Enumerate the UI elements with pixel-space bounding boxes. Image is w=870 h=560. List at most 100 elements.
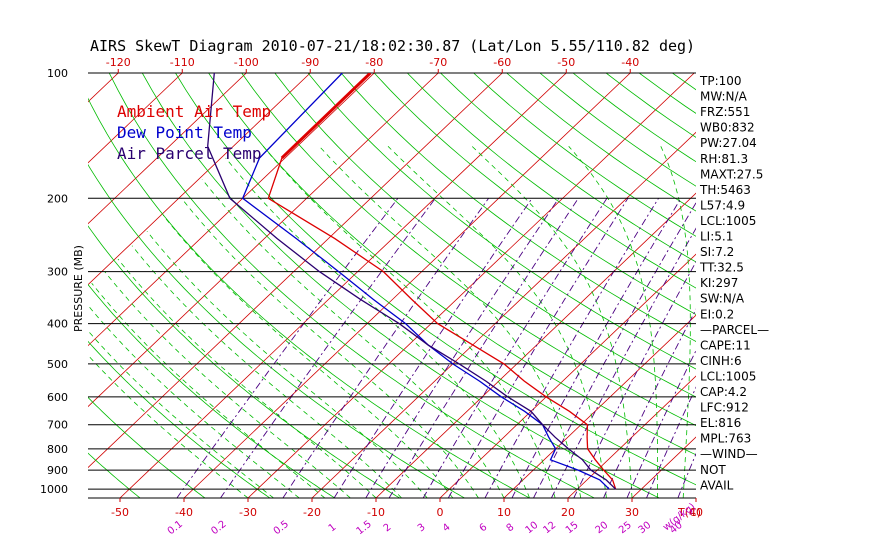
stat-line: RH:81.3	[700, 152, 748, 166]
mixing-ratio-line	[573, 260, 696, 498]
isotherm-line	[0, 73, 54, 498]
bottom-temp-label: -30	[239, 506, 257, 519]
mixing-ratio-line	[484, 198, 659, 498]
mixing-ratio-label: 20	[594, 520, 611, 537]
isotherm-line	[88, 73, 119, 103]
series-line-air-parcel-temp	[207, 73, 617, 490]
stat-line: WB0:832	[700, 121, 755, 135]
mixing-ratio-label: 4	[441, 522, 453, 535]
pressure-tick-label: 600	[47, 391, 68, 404]
legend-dewpoint: Dew Point Temp	[117, 123, 252, 142]
pressure-tick-label: 900	[47, 464, 68, 477]
dry-adiabat	[407, 73, 696, 289]
isotherm-line	[503, 314, 696, 498]
bottom-temp-label: -50	[111, 506, 129, 519]
isotherm-line	[88, 73, 183, 164]
stat-line: EL:816	[700, 416, 741, 430]
dry-adiabat	[88, 163, 465, 498]
stat-line: CAP:4.2	[700, 385, 747, 399]
stat-line: PW:27.04	[700, 136, 757, 150]
moist-adiabat	[225, 157, 530, 498]
dry-adiabat	[340, 73, 696, 342]
dry-adiabat	[307, 73, 696, 370]
moist-adiabat	[88, 354, 249, 498]
moist-adiabat	[131, 245, 402, 498]
top-temp-label: -110	[170, 56, 195, 69]
stat-line: SI:7.2	[700, 245, 734, 259]
mixing-ratio-line	[282, 198, 489, 498]
top-temp-label: -70	[429, 56, 447, 69]
mixing-ratio-label: 2	[382, 522, 394, 535]
moist-adiabat	[88, 304, 300, 498]
dry-adiabat	[805, 73, 870, 498]
bottom-temp-label: 0	[437, 506, 444, 519]
mixing-ratio-label: 8	[505, 522, 517, 535]
dry-adiabat	[506, 73, 696, 212]
dry-adiabat	[241, 73, 696, 427]
stat-line: MAXT:27.5	[700, 167, 763, 181]
mixing-ratio-label: 1.5	[355, 519, 374, 537]
legend-ambient: Ambient Air Temp	[117, 102, 271, 121]
mixing-ratio-line	[176, 198, 399, 498]
pressure-tick-label: 800	[47, 443, 68, 456]
moist-adiabat	[117, 258, 377, 498]
stat-line: LCL:1005	[700, 369, 756, 383]
stat-line: L57:4.9	[700, 198, 745, 212]
mixing-ratio-label: 10	[524, 520, 541, 537]
isotherm-line	[567, 375, 696, 498]
pressure-tick-label: 300	[47, 266, 68, 279]
mixing-ratio-line	[220, 198, 436, 498]
mixing-ratio-line	[447, 198, 629, 498]
bottom-temp-label: 30	[625, 506, 639, 519]
dry-adiabat	[274, 73, 696, 398]
pressure-tick-label: 200	[47, 192, 68, 205]
background-lines	[0, 73, 870, 498]
dry-adiabat	[108, 73, 595, 498]
stat-line: LCL:1005	[700, 214, 756, 228]
y-axis-label: PRESSURE (MB)	[72, 245, 85, 332]
stat-line: LI:5.1	[700, 230, 733, 244]
dry-adiabat	[0, 73, 10, 498]
pressure-tick-label: 400	[47, 318, 68, 331]
stat-line: —WIND—	[700, 447, 758, 461]
legend: Ambient Air Temp Dew Point Temp Air Parc…	[117, 102, 271, 163]
pressure-lines	[88, 72, 696, 499]
mixing-ratio-label: 15	[564, 520, 581, 537]
pressure-tick-label: 100	[47, 67, 68, 80]
dry-adiabat	[772, 73, 870, 498]
mixing-ratio-line	[333, 198, 533, 498]
isotherm-line	[247, 73, 695, 498]
pressure-tick-label: 700	[47, 419, 68, 432]
dry-adiabat	[175, 73, 696, 486]
moist-adiabat	[104, 271, 351, 498]
mixing-ratio-label: 3	[416, 522, 428, 535]
series-line-ambient-air-temp	[267, 73, 617, 490]
moist-adiabat	[262, 146, 556, 498]
dry-adiabat	[88, 396, 206, 498]
bottom-temp-label: 40	[689, 506, 703, 519]
dry-adiabat	[88, 340, 271, 498]
moist-adiabat	[146, 230, 428, 498]
stat-line: EI:0.2	[700, 307, 734, 321]
isotherm-line	[88, 73, 375, 347]
mixing-ratio-line	[422, 198, 608, 498]
mixing-ratio-line	[365, 198, 560, 498]
mixing-ratio-line	[511, 198, 682, 498]
stat-line: KI:297	[700, 276, 738, 290]
dry-adiabat	[440, 73, 696, 263]
isotherm-line	[760, 73, 870, 498]
isotherm-line	[311, 131, 696, 498]
isotherm-line	[119, 73, 567, 498]
top-temp-label: -100	[234, 56, 259, 69]
dry-adiabat	[88, 452, 141, 498]
isotherm-line	[88, 73, 439, 408]
top-temp-label: -120	[106, 56, 131, 69]
stat-line: SW:N/A	[700, 292, 745, 306]
isotherm-line	[88, 73, 311, 286]
bottom-temp-label: -10	[367, 506, 385, 519]
top-temp-label: -80	[365, 56, 383, 69]
bottom-temp-label: -40	[175, 506, 193, 519]
mixing-ratio-line	[388, 198, 579, 498]
